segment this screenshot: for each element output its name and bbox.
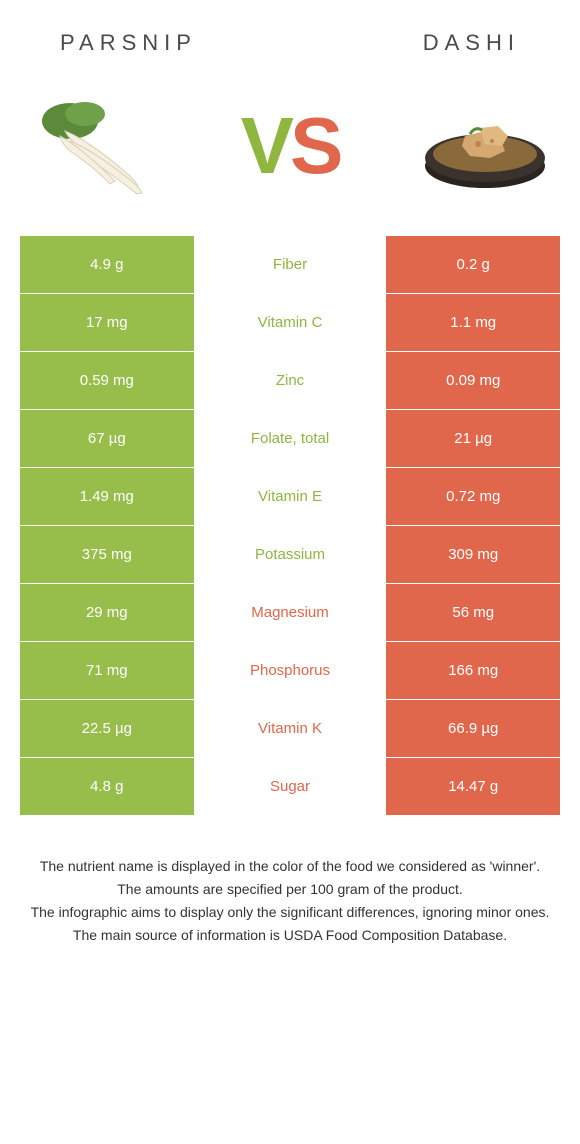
table-row: 29 mgMagnesium56 mg	[20, 584, 560, 642]
header-titles: PARSNIP DASHI	[0, 0, 580, 66]
left-value: 4.9 g	[20, 236, 194, 293]
right-value: 166 mg	[386, 642, 560, 699]
right-value: 1.1 mg	[386, 294, 560, 351]
left-value: 67 µg	[20, 410, 194, 467]
table-row: 67 µgFolate, total21 µg	[20, 410, 560, 468]
left-value: 22.5 µg	[20, 700, 194, 757]
vs-v: V	[241, 100, 290, 192]
nutrient-label: Zinc	[194, 352, 387, 409]
table-row: 4.9 gFiber0.2 g	[20, 236, 560, 294]
parsnip-image	[20, 86, 170, 206]
right-value: 66.9 µg	[386, 700, 560, 757]
table-row: 17 mgVitamin C1.1 mg	[20, 294, 560, 352]
nutrient-label: Phosphorus	[194, 642, 387, 699]
nutrient-label: Vitamin K	[194, 700, 387, 757]
table-row: 1.49 mgVitamin E0.72 mg	[20, 468, 560, 526]
right-value: 0.2 g	[386, 236, 560, 293]
left-value: 29 mg	[20, 584, 194, 641]
left-value: 71 mg	[20, 642, 194, 699]
table-row: 22.5 µgVitamin K66.9 µg	[20, 700, 560, 758]
table-row: 71 mgPhosphorus166 mg	[20, 642, 560, 700]
nutrient-label: Vitamin C	[194, 294, 387, 351]
right-value: 21 µg	[386, 410, 560, 467]
right-value: 309 mg	[386, 526, 560, 583]
nutrient-label: Vitamin E	[194, 468, 387, 525]
nutrient-table: 4.9 gFiber0.2 g17 mgVitamin C1.1 mg0.59 …	[20, 236, 560, 816]
right-value: 14.47 g	[386, 758, 560, 815]
dashi-image	[410, 86, 560, 206]
left-value: 4.8 g	[20, 758, 194, 815]
footnote-line: The main source of information is USDA F…	[30, 925, 550, 946]
footnotes: The nutrient name is displayed in the co…	[0, 816, 580, 978]
table-row: 375 mgPotassium309 mg	[20, 526, 560, 584]
right-value: 0.09 mg	[386, 352, 560, 409]
table-row: 4.8 gSugar14.47 g	[20, 758, 560, 816]
left-value: 375 mg	[20, 526, 194, 583]
right-value: 56 mg	[386, 584, 560, 641]
vs-label: VS	[241, 100, 340, 192]
nutrient-label: Fiber	[194, 236, 387, 293]
nutrient-label: Potassium	[194, 526, 387, 583]
footnote-line: The nutrient name is displayed in the co…	[30, 856, 550, 877]
table-row: 0.59 mgZinc0.09 mg	[20, 352, 560, 410]
right-value: 0.72 mg	[386, 468, 560, 525]
footnote-line: The amounts are specified per 100 gram o…	[30, 879, 550, 900]
nutrient-label: Sugar	[194, 758, 387, 815]
left-title: PARSNIP	[60, 30, 197, 56]
vs-s: S	[290, 100, 339, 192]
nutrient-label: Magnesium	[194, 584, 387, 641]
right-title: DASHI	[423, 30, 520, 56]
left-value: 17 mg	[20, 294, 194, 351]
images-row: VS	[0, 66, 580, 236]
left-value: 1.49 mg	[20, 468, 194, 525]
footnote-line: The infographic aims to display only the…	[30, 902, 550, 923]
nutrient-label: Folate, total	[194, 410, 387, 467]
left-value: 0.59 mg	[20, 352, 194, 409]
